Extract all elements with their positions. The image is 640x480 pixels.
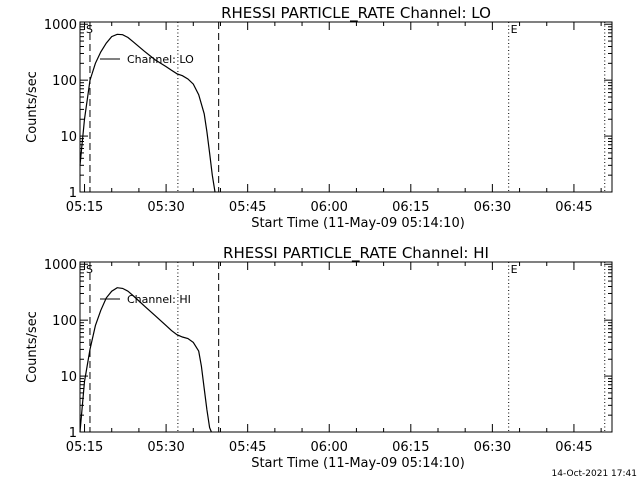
- y-tick-label: 1000: [44, 258, 77, 273]
- footer-timestamp: 14-Oct-2021 17:41: [552, 469, 637, 479]
- legend-label: Channel: HI: [127, 293, 191, 306]
- plot-frame: [79, 21, 613, 193]
- x-tick-label: 05:30: [147, 440, 184, 455]
- y-tick-label: 1: [69, 186, 77, 201]
- x-tick-label: 06:30: [474, 440, 511, 455]
- x-tick-label: 05:15: [66, 440, 103, 455]
- end-marker: E: [511, 263, 518, 276]
- x-tick-label: 06:45: [555, 200, 592, 215]
- y-tick-label: 1000: [44, 18, 77, 33]
- x-tick-label: 06:45: [555, 440, 592, 455]
- y-tick-label: 100: [52, 74, 77, 89]
- y-tick-label: 1: [69, 426, 77, 441]
- series-line: [79, 33, 216, 193]
- panel-hi: RHESSI PARTICLE_RATE Channel: HI 1 10 100 10…: [25, 244, 613, 471]
- series-line: [79, 287, 212, 433]
- start-marker: S: [86, 23, 93, 36]
- plot-frame: [79, 261, 613, 433]
- x-tick-label: 06:00: [310, 200, 347, 215]
- y-tick-label: 100: [52, 314, 77, 329]
- x-tick-label: 05:45: [229, 440, 266, 455]
- x-tick-label: 06:30: [474, 200, 511, 215]
- chart-title: RHESSI PARTICLE_RATE Channel: HI: [223, 244, 489, 263]
- start-marker: S: [86, 263, 93, 276]
- legend-label: Channel: LO: [127, 53, 194, 66]
- panel-lo: RHESSI PARTICLE_RATE Channel: LO 1 10 100 10…: [25, 4, 613, 231]
- y-axis-label: Counts/sec: [25, 311, 40, 383]
- x-tick-label: 06:15: [392, 200, 429, 215]
- y-tick-label: 10: [60, 370, 77, 385]
- end-marker: E: [511, 23, 518, 36]
- x-tick-label: 05:45: [229, 200, 266, 215]
- chart-title: RHESSI PARTICLE_RATE Channel: LO: [221, 4, 491, 23]
- x-tick-label: 05:30: [147, 200, 184, 215]
- y-tick-label: 10: [60, 130, 77, 145]
- y-axis-label: Counts/sec: [25, 71, 40, 143]
- x-tick-label: 06:15: [392, 440, 429, 455]
- x-tick-label: 06:00: [310, 440, 347, 455]
- x-tick-label: 05:15: [66, 200, 103, 215]
- x-axis-label: Start Time (11-May-09 05:14:10): [251, 216, 465, 231]
- x-axis-label: Start Time (11-May-09 05:14:10): [251, 456, 465, 471]
